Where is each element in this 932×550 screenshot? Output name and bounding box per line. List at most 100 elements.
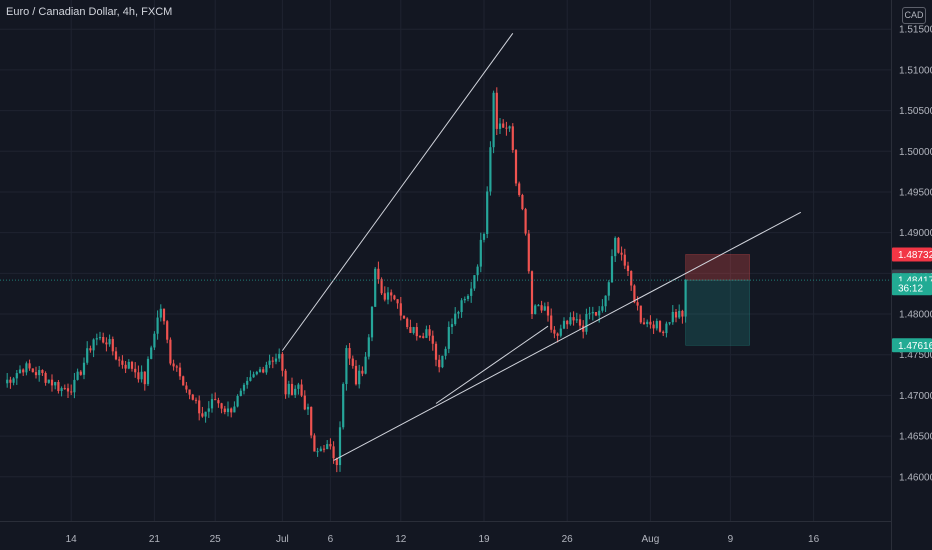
candle-body <box>402 315 406 319</box>
time-tick-label: 12 <box>395 534 407 545</box>
candle-body <box>607 282 610 296</box>
candle-body <box>460 300 463 313</box>
candle-body <box>633 285 636 303</box>
candle-body <box>594 312 598 316</box>
time-tick-label: 25 <box>210 534 222 545</box>
candle-body <box>236 395 239 407</box>
candle-body <box>620 252 623 255</box>
candle-body <box>169 339 172 364</box>
candle-body <box>313 435 316 452</box>
time-tick-label: 19 <box>478 534 490 545</box>
candle-body <box>137 372 140 380</box>
candle-body <box>662 331 665 334</box>
candle-body <box>642 322 646 325</box>
candle-body <box>278 353 281 359</box>
position-zones[interactable] <box>685 254 750 346</box>
stop-loss-zone[interactable] <box>685 254 750 281</box>
candle-body <box>630 271 633 286</box>
time-tick-label: 14 <box>66 534 78 545</box>
candle-body <box>617 237 620 253</box>
candle-body <box>678 310 681 318</box>
price-tick-label: 1.49500 <box>899 187 932 198</box>
candle-body <box>351 358 354 366</box>
trendlines[interactable] <box>0 32 891 461</box>
candle-body <box>111 339 114 352</box>
candle-body <box>370 306 374 338</box>
candle-body <box>572 317 575 321</box>
candle-body <box>182 376 185 386</box>
candle-body <box>345 348 348 385</box>
candle-body <box>652 324 655 329</box>
trendline-lower-channel[interactable] <box>333 211 802 461</box>
take-profit-zone[interactable] <box>685 279 750 346</box>
candle-body <box>495 92 498 129</box>
candle-body <box>143 371 146 385</box>
candle-body <box>639 305 642 323</box>
candle-body <box>156 317 159 334</box>
candle-body <box>374 268 377 307</box>
time-tick-label: 21 <box>149 534 161 545</box>
candle-body <box>530 271 534 315</box>
candle-body <box>41 370 44 373</box>
candle-body <box>297 384 300 389</box>
candle-body <box>60 388 63 392</box>
candle-body <box>15 373 18 379</box>
candle-body <box>422 336 425 338</box>
candle-body <box>242 384 246 391</box>
candle-body <box>194 399 198 401</box>
candle-body <box>230 408 233 413</box>
price-label-bg <box>892 338 932 353</box>
trendline-support-short[interactable] <box>435 325 549 404</box>
candle-body <box>476 266 479 276</box>
candle-body <box>44 372 47 383</box>
price-tick-label: 1.50500 <box>899 106 932 117</box>
candle-body <box>431 335 434 344</box>
candle-body <box>610 256 614 283</box>
candle-body <box>393 295 396 300</box>
candle-body <box>348 348 351 359</box>
candle-body <box>322 448 326 450</box>
price-axis-separator <box>891 0 892 550</box>
candle-body <box>22 369 25 373</box>
candle-body <box>223 408 226 413</box>
candle-body <box>534 305 537 315</box>
candle-body <box>121 360 124 365</box>
candle-body <box>386 292 390 300</box>
candle-body <box>550 315 553 330</box>
price-label-bg <box>892 281 932 296</box>
time-tick-label: 26 <box>562 534 574 545</box>
candle-body <box>281 353 284 371</box>
candle-body <box>623 254 626 266</box>
candle-body <box>79 371 82 375</box>
candle-body <box>591 312 594 314</box>
candle-body <box>543 306 546 311</box>
candle-body <box>466 295 470 299</box>
candle-body <box>210 399 214 409</box>
candle-body <box>354 365 358 385</box>
candle-body <box>31 368 34 373</box>
currency-button[interactable]: CAD <box>902 7 926 24</box>
candle-body <box>434 343 438 360</box>
candle-body <box>316 451 319 453</box>
candlesticks <box>6 87 687 473</box>
candle-body <box>265 364 268 373</box>
candle-body <box>73 379 76 393</box>
price-axis[interactable]: 1.51500 1.51000 1.50500 1.50000 1.49500 1.490… <box>899 25 932 484</box>
candle-body <box>447 326 450 349</box>
candle-body <box>665 323 668 334</box>
trendline-upper-channel[interactable] <box>281 32 514 351</box>
price-label: 1.48732 <box>898 250 932 261</box>
candle-body <box>140 371 143 380</box>
price-tick-label: 1.50000 <box>899 147 932 158</box>
time-axis[interactable]: 14 21 25 Jul 6 12 19 26 Aug 9 16 <box>66 534 820 545</box>
candle-body <box>188 389 191 395</box>
candle-body <box>294 388 297 395</box>
candle-body <box>482 234 486 240</box>
candle-body <box>6 379 9 384</box>
candle-body <box>575 319 578 321</box>
price-tick-label: 1.47500 <box>899 350 932 361</box>
candle-body <box>674 311 678 318</box>
candle-body <box>28 363 31 369</box>
candle-body <box>92 339 95 351</box>
